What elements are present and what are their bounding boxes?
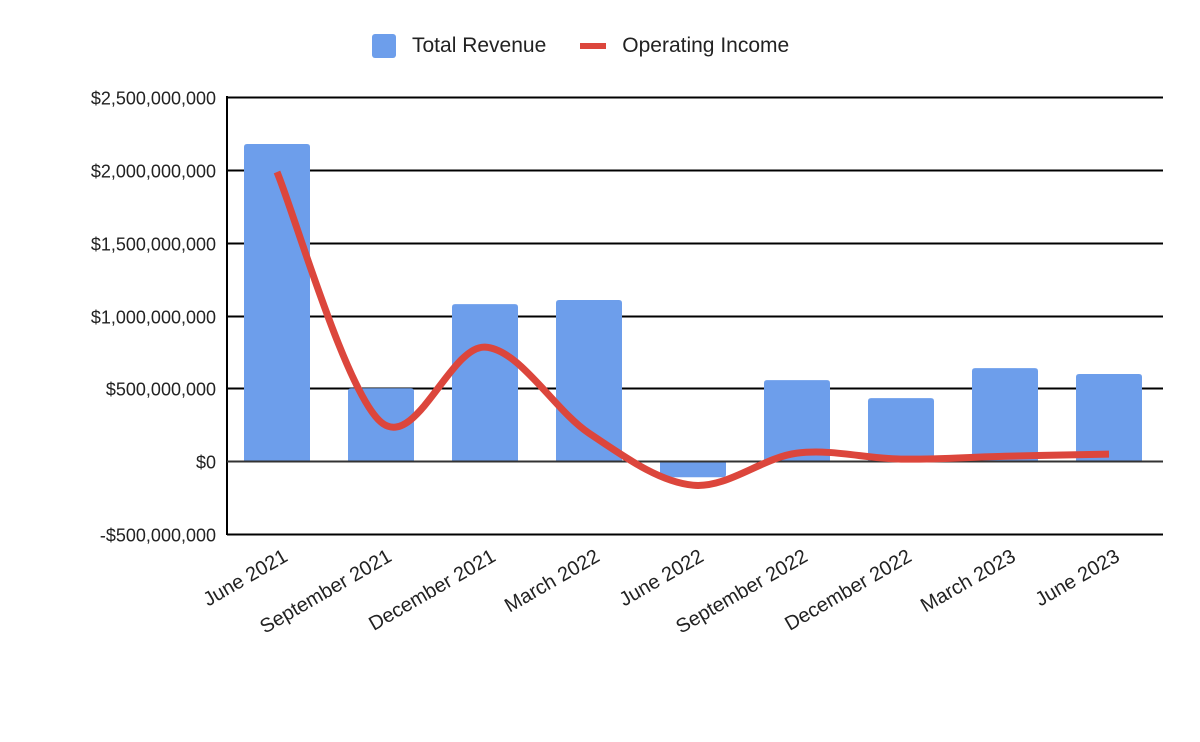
legend-item-operating-income[interactable]: Operating Income [580, 34, 789, 58]
legend-label-revenue: Total Revenue [412, 34, 547, 57]
y-tick-label: $1,000,000,000 [91, 308, 216, 328]
operating-income-path[interactable] [273, 170, 1110, 489]
revenue-bar[interactable] [1076, 374, 1142, 462]
x-tick-label: March 2022 [501, 545, 603, 617]
chart-legend: Total Revenue Operating Income [372, 34, 823, 58]
x-tick-label: June 2021 [200, 545, 292, 611]
revenue-bar[interactable] [660, 461, 726, 478]
y-tick-label: $0 [196, 453, 216, 473]
y-axis-labels: -$500,000,000 $0 $500,000,000 $1,000,000,00… [91, 89, 216, 546]
revenue-bar[interactable] [244, 144, 310, 462]
x-tick-label: June 2023 [1032, 545, 1124, 611]
revenue-swatch-icon [372, 34, 396, 58]
revenue-bar[interactable] [972, 368, 1038, 462]
y-tick-label: $2,500,000,000 [91, 89, 216, 109]
revenue-bars [244, 144, 1142, 478]
y-tick-label: $2,000,000,000 [91, 162, 216, 182]
revenue-bar[interactable] [452, 304, 518, 462]
x-tick-label: March 2023 [917, 545, 1019, 617]
income-swatch-icon [580, 43, 607, 49]
operating-income-line [273, 170, 1110, 489]
revenue-bar[interactable] [764, 380, 830, 462]
x-tick-label: June 2022 [616, 545, 708, 611]
legend-item-total-revenue[interactable]: Total Revenue [372, 34, 546, 58]
revenue-bar[interactable] [868, 398, 934, 462]
legend-label-income: Operating Income [622, 34, 790, 57]
y-tick-label: -$500,000,000 [100, 526, 216, 546]
y-tick-label: $500,000,000 [106, 380, 216, 400]
y-tick-label: $1,500,000,000 [91, 235, 216, 255]
